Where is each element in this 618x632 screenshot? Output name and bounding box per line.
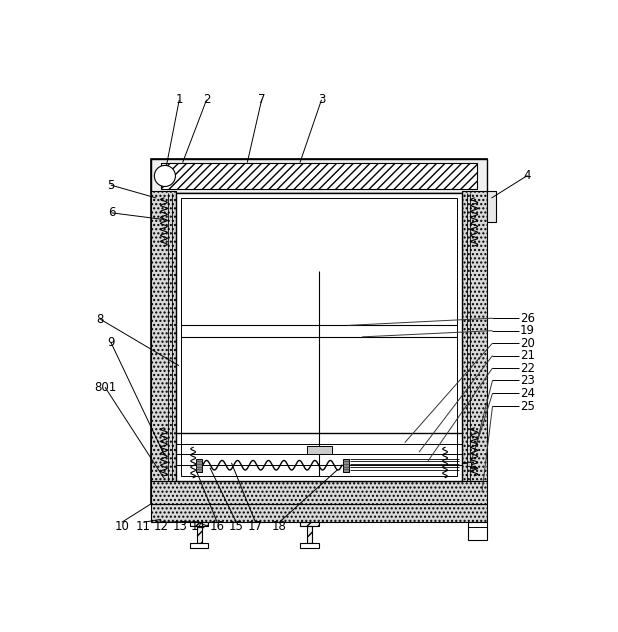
Bar: [151, 480, 487, 504]
Text: 15: 15: [229, 520, 243, 533]
Bar: [161, 162, 477, 190]
Bar: [487, 191, 496, 222]
Bar: [190, 522, 208, 526]
Text: 1: 1: [176, 94, 183, 106]
Text: 24: 24: [520, 387, 535, 400]
Text: 11: 11: [136, 520, 151, 533]
Bar: [151, 504, 487, 522]
Bar: [190, 544, 208, 548]
Text: 9: 9: [107, 336, 114, 349]
Text: 14: 14: [190, 520, 205, 533]
Bar: [307, 446, 332, 454]
Text: 2: 2: [203, 94, 210, 106]
Bar: [300, 522, 319, 526]
Bar: [181, 198, 457, 476]
Bar: [151, 191, 176, 480]
Text: 25: 25: [520, 400, 535, 413]
Text: 12: 12: [153, 520, 169, 533]
Bar: [307, 526, 312, 544]
Text: 4: 4: [523, 169, 531, 182]
Text: 7: 7: [258, 94, 265, 106]
Text: 19: 19: [520, 324, 535, 337]
Bar: [151, 159, 487, 504]
Text: 22: 22: [520, 362, 535, 375]
Text: 26: 26: [520, 312, 535, 325]
Bar: [151, 159, 487, 193]
Text: 5: 5: [107, 179, 114, 191]
Text: 21: 21: [520, 349, 535, 362]
Text: 8: 8: [96, 313, 104, 325]
Text: 23: 23: [520, 374, 535, 387]
Text: 13: 13: [172, 520, 187, 533]
Circle shape: [154, 166, 176, 186]
Text: 16: 16: [210, 520, 224, 533]
Bar: [462, 191, 487, 480]
Text: 801: 801: [94, 380, 116, 394]
Bar: [467, 462, 471, 466]
Bar: [196, 459, 201, 472]
Text: 17: 17: [248, 520, 263, 533]
Text: 18: 18: [272, 520, 287, 533]
Text: 3: 3: [318, 94, 325, 106]
Bar: [300, 544, 319, 548]
Text: 6: 6: [108, 206, 116, 219]
Bar: [197, 526, 201, 544]
Bar: [468, 522, 487, 540]
Bar: [343, 459, 349, 472]
Bar: [176, 193, 462, 480]
Text: 20: 20: [520, 337, 535, 349]
Text: 10: 10: [114, 520, 129, 533]
